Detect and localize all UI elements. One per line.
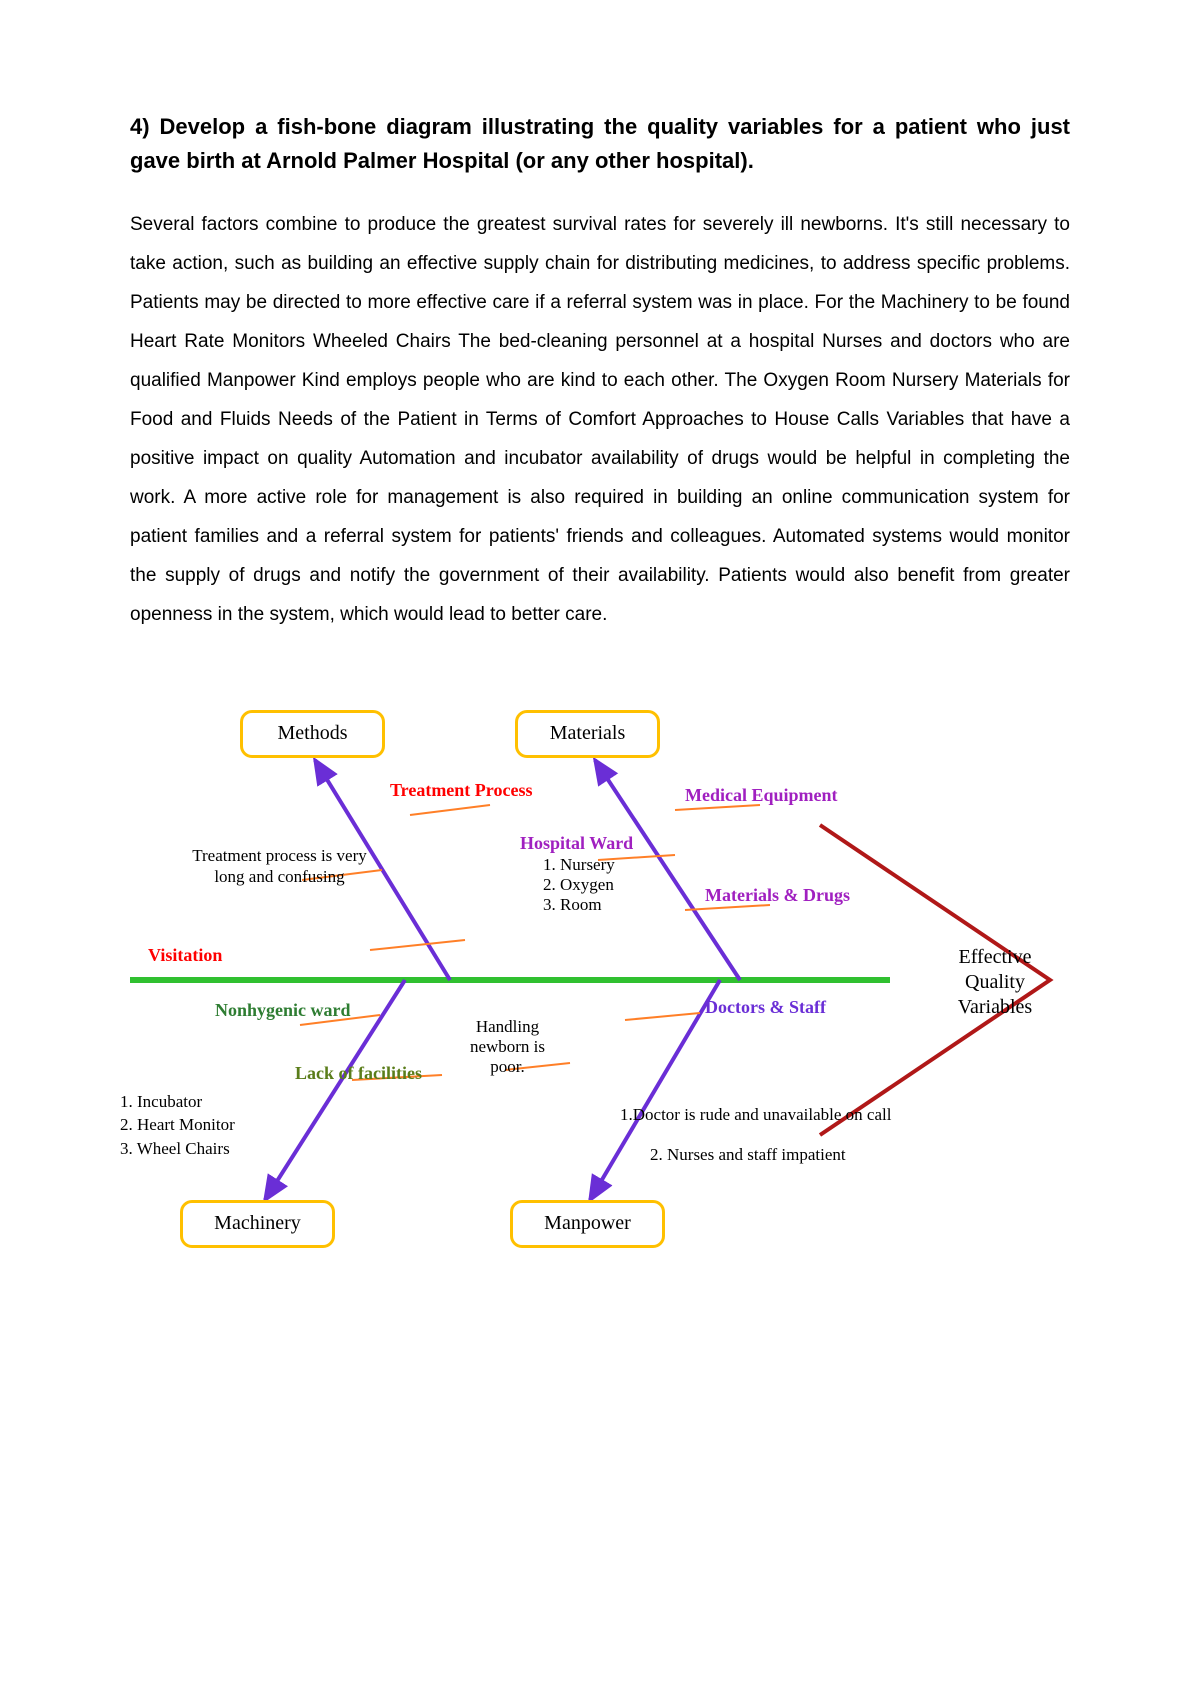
list-item: Nursery (560, 855, 678, 875)
note-treatment-long: Treatment process is very long and confu… (192, 845, 367, 888)
category-label: Machinery (214, 1212, 301, 1235)
category-label: Manpower (544, 1212, 631, 1235)
list-item: Oxygen (560, 875, 678, 895)
category-box-materials: Materials (515, 710, 660, 758)
ward-items: Nursery Oxygen Room (538, 855, 678, 915)
note-nurses-impatient: 2. Nurses and staff impatient (650, 1145, 846, 1165)
sub-medical-equipment: Medical Equipment (685, 785, 838, 806)
document-page: 4) Develop a fish-bone diagram illustrat… (0, 0, 1200, 1698)
sub-lack-facilities: Lack of facilities (295, 1063, 422, 1084)
fishbone-head-label: Effective Quality Variables (930, 945, 1060, 1020)
list-item: 2. Heart Monitor (120, 1113, 235, 1137)
sub-doctors-staff: Doctors & Staff (705, 997, 826, 1018)
list-item: Room (560, 895, 678, 915)
category-label: Materials (550, 722, 626, 745)
sub-treatment-process: Treatment Process (390, 780, 532, 801)
sub-materials-drugs: Materials & Drugs (705, 885, 850, 906)
category-label: Methods (278, 722, 348, 745)
sub-nonhygenic: Nonhygenic ward (215, 1000, 351, 1021)
category-box-manpower: Manpower (510, 1200, 665, 1248)
fishbone-diagram: Methods Materials Machinery Manpower Eff… (120, 705, 1060, 1265)
question-heading: 4) Develop a fish-bone diagram illustrat… (130, 110, 1070, 178)
list-item: 3. Wheel Chairs (120, 1137, 235, 1161)
sub-visitation: Visitation (148, 945, 222, 966)
list-item: 1. Incubator (120, 1090, 235, 1114)
note-doctor-rude: 1.Doctor is rude and unavailable on call (620, 1105, 891, 1125)
category-box-methods: Methods (240, 710, 385, 758)
sub-hospital-ward: Hospital Ward (520, 833, 633, 854)
category-box-machinery: Machinery (180, 1200, 335, 1248)
body-paragraph: Several factors combine to produce the g… (130, 206, 1070, 634)
machinery-items: 1. Incubator 2. Heart Monitor 3. Wheel C… (120, 1090, 235, 1161)
note-handling-newborn: Handling newborn is poor. (455, 1017, 560, 1078)
fishbone-svg (120, 705, 1060, 1265)
